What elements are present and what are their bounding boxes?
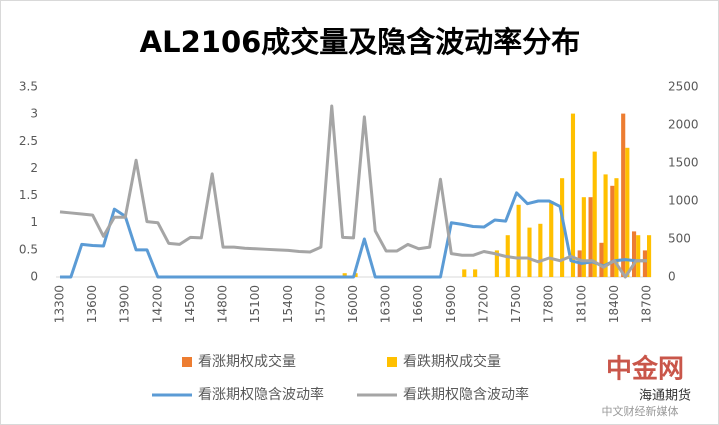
bar: [527, 227, 532, 277]
legend-swatch: [387, 357, 397, 367]
bar: [560, 178, 565, 277]
x-tick-label: 17500: [509, 285, 523, 323]
watermark-source: 海通期货: [639, 388, 691, 404]
bar: [473, 269, 478, 277]
bar: [462, 269, 467, 277]
bar: [647, 235, 652, 277]
bar: [631, 231, 637, 277]
legend-swatch: [182, 357, 192, 367]
bar: [603, 174, 608, 277]
y-tick-label: 2: [30, 161, 38, 175]
bar: [570, 113, 576, 277]
bar: [588, 197, 593, 277]
x-tick-label: 13300: [53, 285, 67, 323]
x-tick-label: 16600: [411, 285, 425, 323]
bar: [625, 147, 630, 277]
x-tick-label: 18100: [574, 285, 588, 323]
line: [59, 104, 647, 279]
x-tick-label: 16300: [379, 285, 393, 323]
watermark-tagline: 中文财经新媒体: [602, 404, 679, 418]
bar: [636, 235, 641, 277]
y-tick-label: 0.5: [19, 242, 38, 256]
legend-label: 看涨期权成交量: [198, 353, 296, 370]
legend-label: 看涨期权隐含波动率: [198, 386, 324, 403]
y2-tick-label: 0: [668, 270, 676, 284]
y2-tick-label: 2000: [668, 118, 699, 132]
legend-label: 看跌期权隐含波动率: [403, 386, 529, 403]
x-tick-label: 14800: [216, 285, 230, 323]
y-tick-label: 3: [30, 107, 38, 121]
x-tick-label: 13600: [85, 285, 99, 323]
bar: [642, 250, 647, 277]
x-tick-label: 14200: [150, 285, 164, 323]
x-tick-label: 14500: [183, 285, 197, 323]
bar: [342, 273, 347, 277]
x-tick-label: 15700: [313, 285, 327, 323]
chart-title: AL2106成交量及隐含波动率分布: [140, 25, 581, 59]
x-tick-label: 18700: [640, 285, 654, 323]
bar: [610, 185, 615, 277]
x-tick-label: 17800: [542, 285, 556, 323]
x-tick-label: 16000: [346, 285, 360, 323]
y2-tick-label: 2500: [668, 80, 699, 94]
x-tick-label: 15400: [281, 285, 295, 323]
bar: [549, 201, 554, 277]
legend-label: 看跌期权成交量: [403, 353, 501, 370]
y2-tick-label: 1500: [668, 156, 699, 170]
bar: [599, 242, 604, 277]
y-tick-label: 3.5: [19, 80, 38, 94]
bar: [538, 223, 543, 277]
x-tick-label: 15100: [248, 285, 262, 323]
line: [60, 191, 647, 279]
x-tick-label: 18400: [607, 285, 621, 323]
watermark-brand: 中金网: [606, 354, 684, 385]
bar: [581, 197, 586, 277]
y-tick-label: 1.5: [19, 188, 38, 202]
y-tick-label: 1: [30, 215, 38, 229]
bar: [516, 204, 521, 277]
bar: [621, 113, 626, 277]
bar: [614, 178, 619, 277]
y2-tick-label: 1000: [668, 194, 699, 208]
bar: [494, 250, 499, 277]
bar: [592, 151, 597, 277]
y-tick-label: 2.5: [19, 134, 38, 148]
x-tick-label: 13900: [118, 285, 132, 323]
y-tick-label: 0: [30, 270, 38, 284]
x-tick-label: 16900: [444, 285, 458, 323]
y2-tick-label: 500: [668, 232, 691, 246]
x-tick-label: 17200: [476, 285, 490, 323]
